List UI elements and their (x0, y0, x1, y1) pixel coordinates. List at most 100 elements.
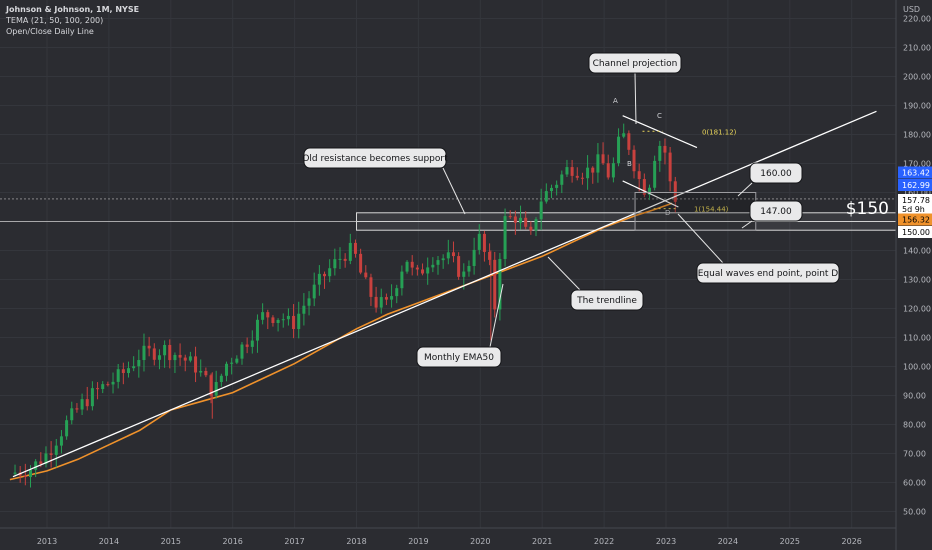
candle-up (255, 319, 259, 341)
equal-waves-callout-pointer (677, 213, 724, 264)
candle-up (13, 472, 17, 474)
channel-projection-callout-pointer (634, 72, 637, 125)
candle-down (575, 175, 579, 178)
candle-down (384, 297, 388, 300)
candle-up (235, 358, 239, 363)
old-resistance-callout-text: Old resistance becomes support (302, 154, 448, 164)
trendline-line (12, 110, 877, 478)
equal-waves-callout: Equal waves end point, point D (677, 213, 840, 284)
candle-up (199, 370, 203, 373)
fib1-label: 1(154.44) (694, 206, 729, 214)
trendline-callout-box (570, 289, 644, 311)
line-label: Open/Close Daily Line (6, 27, 94, 36)
target-box (634, 192, 757, 231)
candle-down (451, 252, 455, 257)
point-d: D (665, 209, 670, 217)
candle-down (632, 149, 636, 172)
channel-lower (622, 180, 679, 208)
candle-down (457, 256, 461, 277)
price-badge-label: 157.78 (902, 196, 930, 205)
candle-up (240, 344, 244, 359)
candle-up (586, 167, 590, 179)
candle-down (39, 461, 43, 464)
candle-up (127, 368, 131, 374)
price-badge: 156.32 (898, 213, 932, 226)
y-tick-label: 210.00 (903, 44, 931, 53)
candle-up (477, 233, 481, 250)
candle-down (410, 261, 414, 268)
candle-up (400, 271, 404, 289)
indicator-label: TEMA (21, 50, 100, 200) (6, 16, 104, 25)
candle-down (49, 453, 53, 455)
candle-up (116, 369, 120, 382)
candle-down (663, 145, 667, 153)
candle-down (152, 348, 156, 360)
candle-up (34, 461, 38, 470)
y-tick-label: 140.00 (903, 247, 931, 256)
candle-down (245, 344, 249, 347)
candle-down (183, 357, 187, 361)
channel-upper (622, 115, 698, 149)
point-b: B (627, 160, 632, 168)
candle-up (297, 313, 301, 330)
monthly-ema-callout: Monthly EMA50 (416, 283, 504, 368)
x-tick-label: 2022 (594, 537, 614, 546)
ema50-line (9, 202, 673, 481)
candle-down (488, 251, 492, 260)
y-tick-label: 160.00 (903, 189, 931, 198)
candle-up (219, 375, 223, 383)
candle-up (426, 267, 430, 274)
old-resistance-callout-box (303, 147, 447, 169)
candle-down (271, 317, 275, 324)
candle-up (225, 363, 229, 376)
price-badge: 163.42 (898, 166, 932, 179)
candle-down (580, 177, 584, 179)
price-badge: 150.00 (898, 226, 932, 238)
y-tick-label: 180.00 (903, 131, 931, 140)
candle-down (606, 163, 610, 178)
candle-down (374, 296, 378, 308)
candle-up (157, 355, 161, 360)
candle-down (121, 369, 125, 374)
candle-down (421, 269, 425, 274)
fib0-label: 0(181.12) (702, 128, 737, 136)
y-tick-label: 50.00 (903, 508, 926, 517)
channel-projection-callout-box (588, 52, 682, 74)
price-badge-bg (898, 226, 932, 238)
candle-down (601, 154, 605, 164)
x-tick-label: 2018 (346, 537, 366, 546)
candle-up (446, 252, 450, 259)
candle-up (539, 201, 543, 220)
candle-up (658, 145, 662, 161)
candle-up (317, 273, 321, 285)
price-badge-bg (898, 166, 932, 179)
x-tick-label: 2024 (718, 537, 738, 546)
x-tick-label: 2020 (470, 537, 490, 546)
currency-label: USD (903, 5, 920, 14)
x-tick-label: 2013 (37, 537, 57, 546)
level-147-callout-box (749, 200, 803, 222)
candle-up (647, 187, 651, 195)
price-badge: 5d 9h (898, 203, 932, 215)
candle-down (524, 217, 528, 227)
chart-title: Johnson & Johnson, 1M, NYSE (6, 5, 140, 14)
channel-projection-callout: Channel projection (588, 52, 682, 125)
candle-down (508, 216, 512, 218)
level-160-callout-box (749, 162, 803, 184)
x-tick-label: 2019 (408, 537, 428, 546)
price-badge: 162.99 (898, 179, 932, 191)
level-160-callout-pointer (737, 182, 753, 197)
equal-waves-callout-text: Equal waves end point, point D (698, 269, 839, 279)
candle-up (338, 258, 342, 260)
y-tick-label: 190.00 (903, 102, 931, 111)
candle-up (622, 133, 626, 137)
candles (13, 123, 677, 488)
callouts: Channel projection Old resistance becomes… (302, 52, 889, 368)
candle-up (173, 354, 177, 361)
candle-down (359, 253, 363, 273)
candle-down (147, 345, 151, 349)
candle-down (343, 258, 347, 261)
x-tick-label: 2016 (223, 537, 243, 546)
candle-up (137, 360, 141, 367)
